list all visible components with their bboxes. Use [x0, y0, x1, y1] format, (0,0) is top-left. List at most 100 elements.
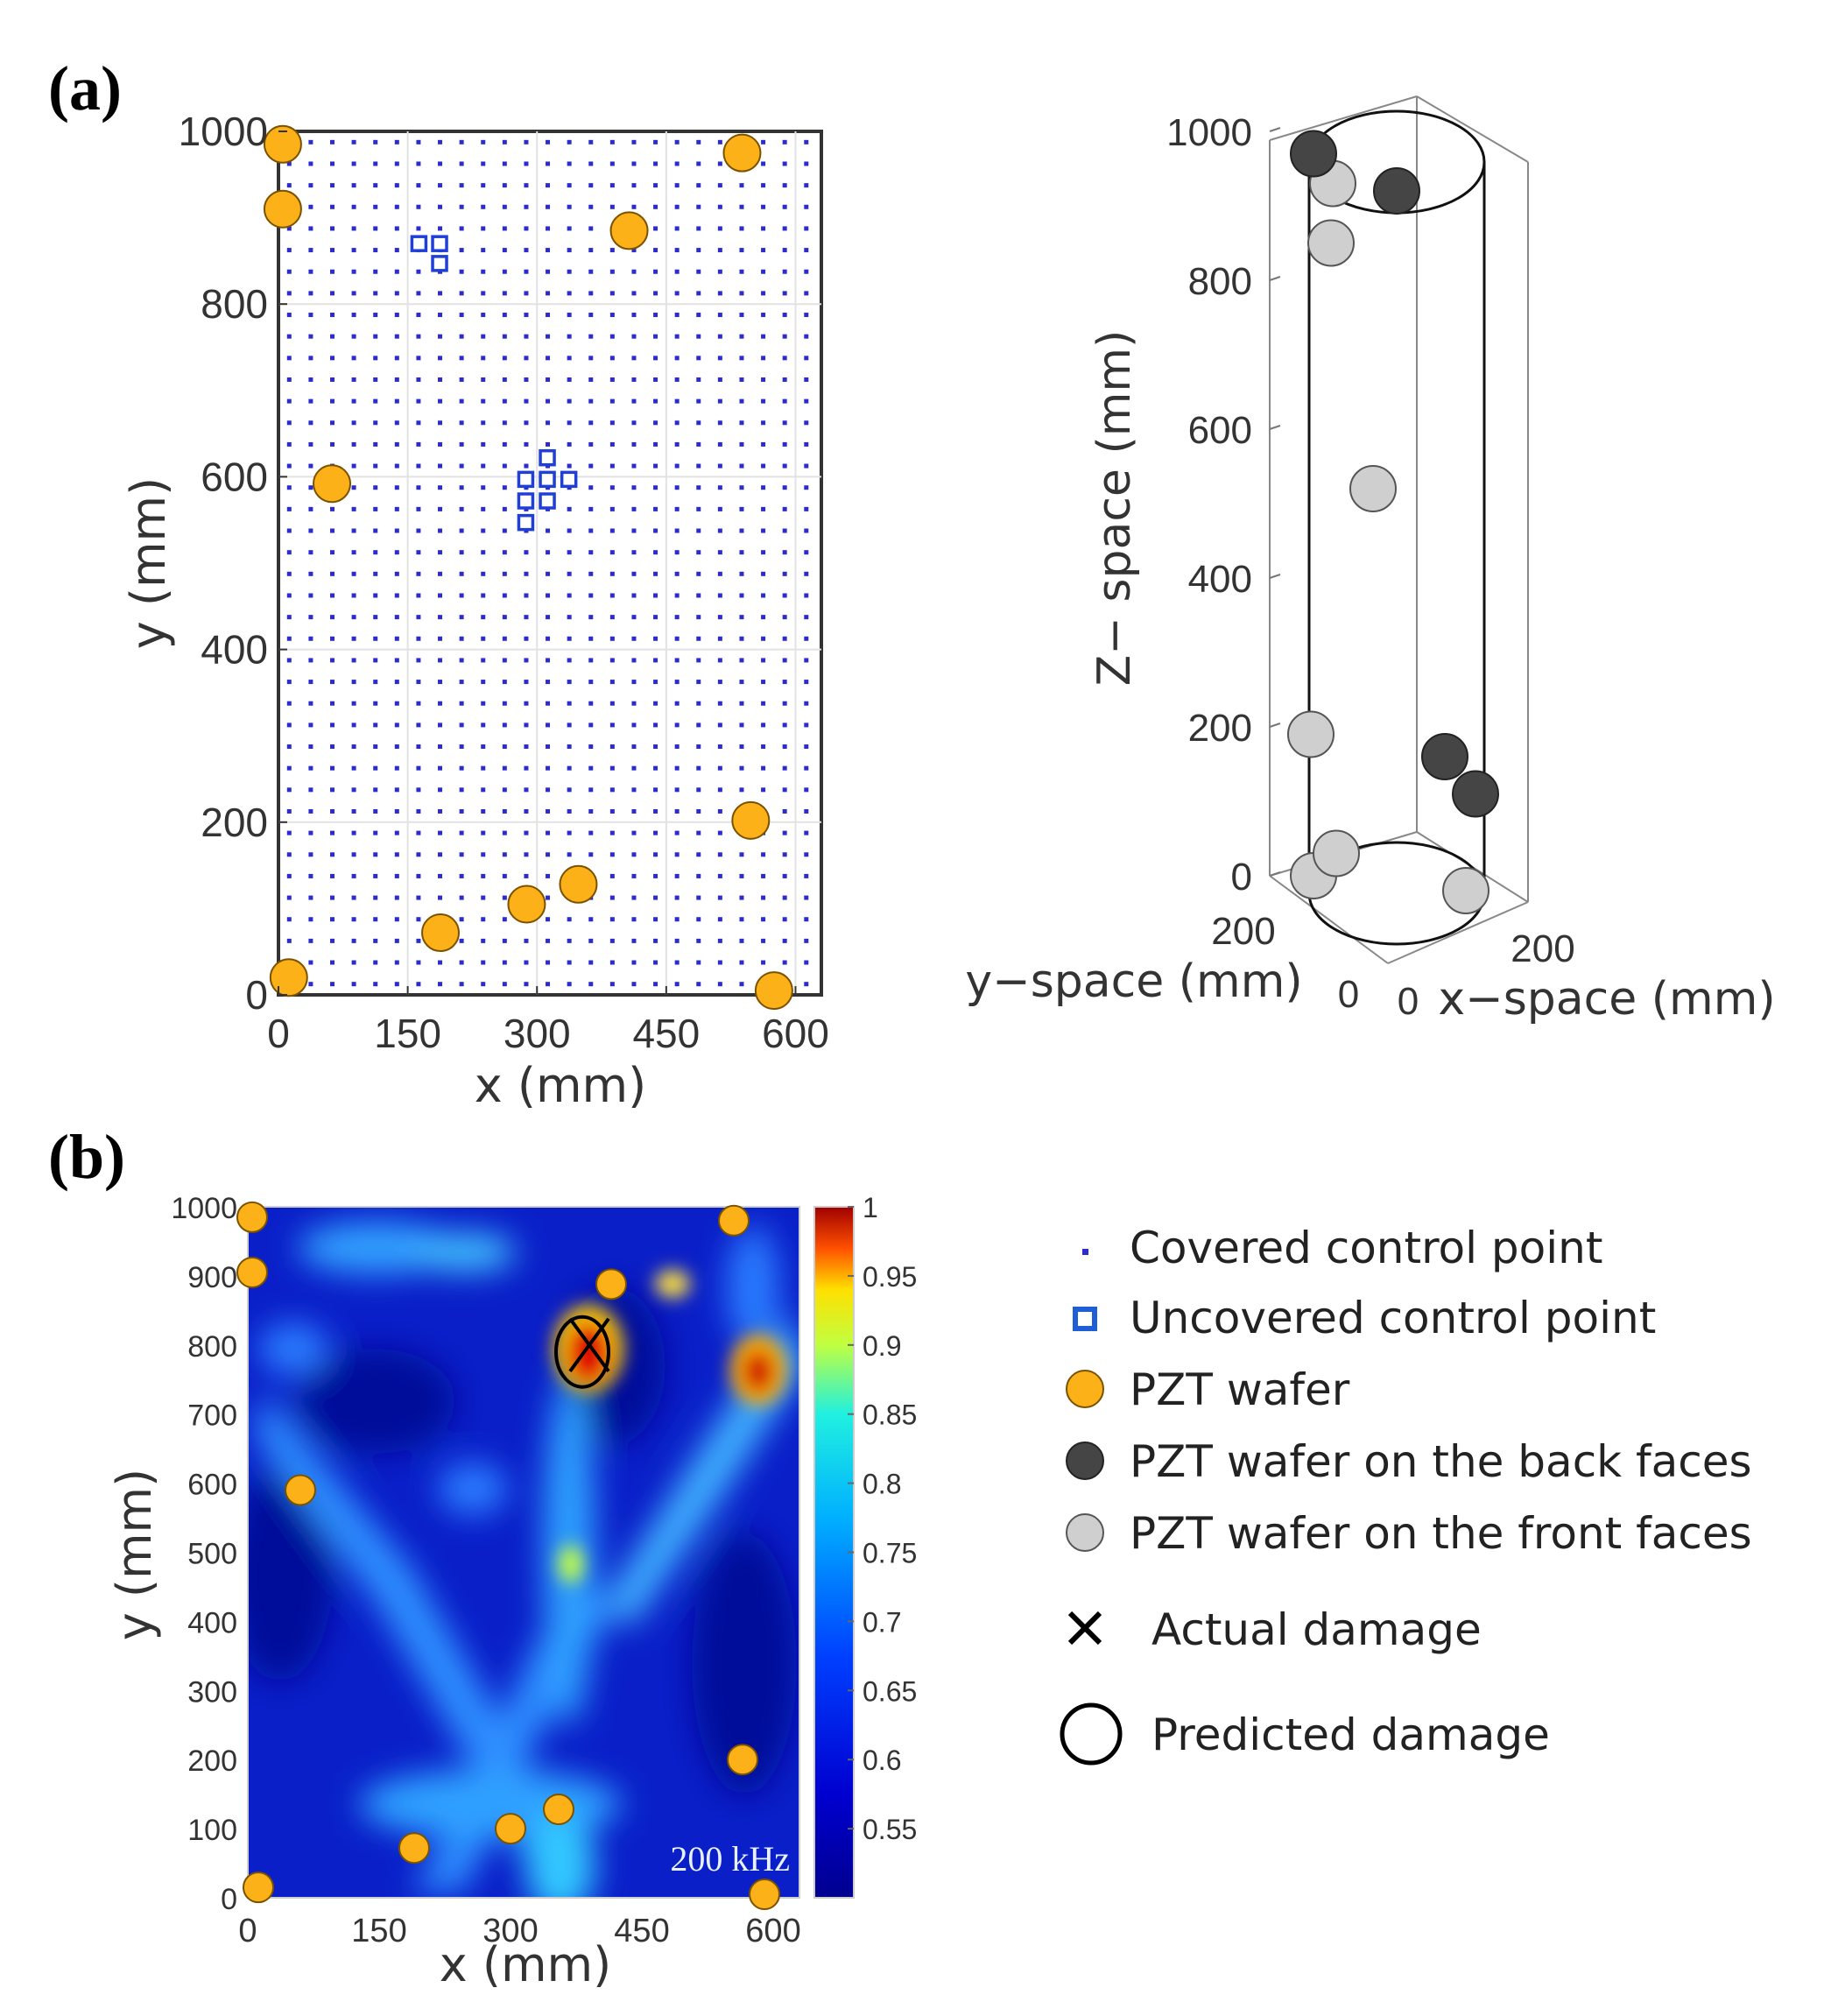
covered-point: [588, 571, 594, 576]
covered-point: [438, 873, 443, 878]
covered-point: [804, 485, 809, 490]
covered-point: [567, 830, 572, 835]
covered-point: [546, 636, 551, 641]
covered-point: [653, 701, 658, 706]
uncovered-point: [517, 492, 535, 510]
covered-point: [696, 593, 701, 598]
covered-point: [739, 938, 744, 943]
covered-point: [588, 765, 594, 771]
covered-point: [761, 506, 766, 511]
covered-point: [524, 356, 529, 361]
covered-point: [330, 873, 335, 878]
covered-point: [438, 765, 443, 771]
legend-front-marker: [1066, 1513, 1104, 1552]
covered-point: [394, 636, 399, 641]
covered-point: [351, 593, 356, 598]
covered-point: [546, 183, 551, 188]
covered-point: [308, 830, 313, 835]
covered-point: [373, 356, 378, 361]
covered-point: [739, 723, 744, 728]
covered-point: [394, 398, 399, 404]
covered-point: [308, 161, 313, 166]
covered-point: [330, 441, 335, 447]
covered-point: [674, 420, 680, 426]
colorbar: 1 0.95 0.9 0.85 0.8 0.75 0.7 0.65 0.6 0.55: [813, 1192, 917, 1899]
covered-point: [438, 787, 443, 793]
covered-point: [308, 658, 313, 663]
covered-point: [567, 658, 572, 663]
covered-point: [308, 441, 313, 447]
covered-point: [674, 982, 680, 987]
covered-point: [674, 463, 680, 469]
covered-point: [739, 463, 744, 469]
covered-point: [739, 593, 744, 598]
covered-point: [674, 744, 680, 750]
covered-point: [782, 658, 787, 663]
plate-y-tick-label: 0: [245, 972, 268, 1018]
covered-point: [481, 830, 486, 835]
covered-point: [351, 895, 356, 900]
pzt-wafer: [263, 189, 302, 229]
covered-point: [717, 852, 722, 857]
covered-point: [502, 398, 507, 404]
covered-point: [524, 830, 529, 835]
covered-point: [416, 463, 421, 469]
covered-point: [567, 506, 572, 511]
covered-point: [546, 334, 551, 339]
covered-point: [502, 765, 507, 771]
covered-point: [609, 658, 615, 663]
covered-point: [394, 291, 399, 296]
covered-point: [546, 161, 551, 166]
covered-point: [782, 291, 787, 296]
front-face-wafer: [1307, 219, 1355, 267]
covered-point: [481, 680, 486, 685]
covered-point: [373, 420, 378, 426]
covered-point: [416, 765, 421, 771]
covered-point: [782, 895, 787, 900]
covered-point: [481, 313, 486, 318]
plate-y-tick-label: 400: [201, 627, 268, 673]
back-face-wafer: [1290, 130, 1337, 178]
covered-point: [502, 291, 507, 296]
covered-point: [653, 334, 658, 339]
covered-point: [804, 291, 809, 296]
covered-point: [588, 938, 594, 943]
pzt-wafer: [236, 1256, 268, 1288]
colorbar-tick-label: 0.55: [863, 1814, 917, 1845]
covered-point: [717, 895, 722, 900]
covered-point: [761, 787, 766, 793]
covered-point: [609, 161, 615, 166]
covered-point: [631, 852, 637, 857]
covered-point: [739, 744, 744, 750]
colorbar-tick-label: 0.9: [863, 1330, 901, 1362]
covered-point: [394, 658, 399, 663]
covered-point: [696, 313, 701, 318]
covered-point: [438, 658, 443, 663]
covered-point: [588, 139, 594, 145]
covered-point: [653, 593, 658, 598]
pzt-wafer: [495, 1813, 526, 1845]
heatmap-y-tick-label: 300: [187, 1675, 237, 1709]
covered-point: [567, 204, 572, 209]
pzt-wafer: [269, 958, 308, 997]
covered-point: [330, 226, 335, 231]
heatmap-y-tick-label: 800: [187, 1330, 237, 1364]
covered-point: [546, 593, 551, 598]
covered-point: [502, 506, 507, 511]
cyl-y-label: y−space (mm): [965, 955, 1302, 1008]
covered-point: [502, 895, 507, 900]
covered-point: [631, 377, 637, 382]
colorbar-tick-label: 0.8: [863, 1469, 901, 1500]
covered-point: [546, 917, 551, 922]
uncovered-point: [539, 470, 556, 489]
covered-point: [524, 593, 529, 598]
covered-point: [373, 765, 378, 771]
covered-point: [761, 183, 766, 188]
back-face-wafer: [1373, 167, 1420, 215]
heatmap-y-tick-label: 700: [187, 1399, 237, 1433]
covered-point: [373, 960, 378, 965]
covered-point: [739, 873, 744, 878]
covered-point: [546, 356, 551, 361]
covered-point: [696, 873, 701, 878]
covered-point: [546, 765, 551, 771]
